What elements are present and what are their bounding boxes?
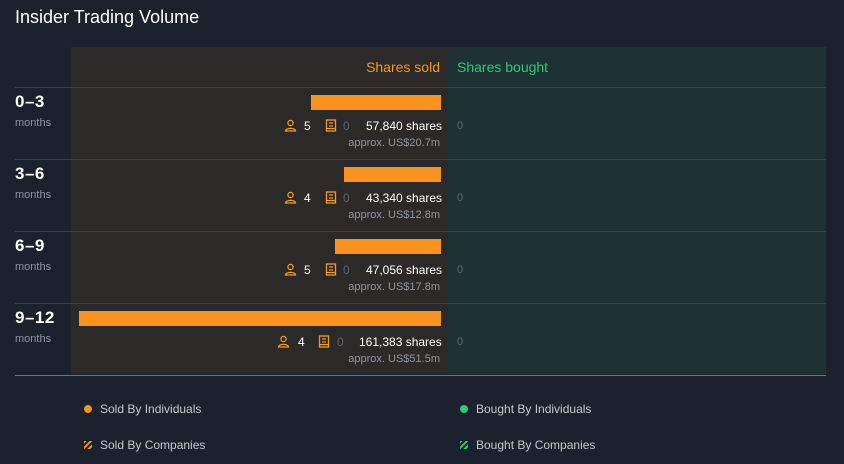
shares-sold-value: 57,840 shares xyxy=(366,119,443,133)
legend-label: Sold By Companies xyxy=(100,438,206,452)
building-icon xyxy=(325,263,338,276)
bought-individuals-dot-icon xyxy=(460,405,468,413)
period-unit: months xyxy=(15,117,52,129)
shares-sold-value: 161,383 shares xyxy=(359,335,442,349)
sold-companies-hatch-icon xyxy=(84,441,92,449)
row-divider xyxy=(15,303,826,304)
shares-bought-value: 0 xyxy=(457,192,464,204)
shares-bought-value: 0 xyxy=(457,120,464,132)
bought-companies-hatch-icon xyxy=(460,441,468,449)
period-unit: months xyxy=(15,261,52,273)
building-icon xyxy=(325,119,338,132)
individuals-count: 5 xyxy=(304,119,311,133)
person-icon xyxy=(284,191,297,204)
row-divider xyxy=(15,375,826,376)
companies-count: 0 xyxy=(343,119,350,133)
shares-bought-value: 0 xyxy=(457,336,464,348)
person-icon xyxy=(284,263,297,276)
period-label: 0–3 xyxy=(15,92,45,111)
approx-value: approx. US$17.8m xyxy=(348,281,440,293)
shares-sold-header: Shares sold xyxy=(366,59,440,75)
shares-bought-header: Shares bought xyxy=(457,59,549,75)
legend-sold-individuals[interactable]: Sold By Individuals xyxy=(84,402,201,416)
building-icon xyxy=(318,335,331,348)
individuals-count: 4 xyxy=(298,335,305,349)
legend-label: Sold By Individuals xyxy=(100,402,202,416)
person-icon xyxy=(277,335,290,348)
individuals-count: 5 xyxy=(304,263,311,277)
approx-value: approx. US$20.7m xyxy=(348,137,440,149)
row-divider xyxy=(15,159,826,160)
individuals-count: 4 xyxy=(304,191,311,205)
period-label: 3–6 xyxy=(15,164,45,183)
companies-count: 0 xyxy=(343,263,350,277)
bought-panel xyxy=(448,47,826,374)
period-unit: months xyxy=(15,189,52,201)
row-divider xyxy=(15,87,826,88)
period-label: 9–12 xyxy=(15,308,55,327)
approx-value: approx. US$51.5m xyxy=(348,353,440,365)
period-label: 6–9 xyxy=(15,236,45,255)
chart-title: Insider Trading Volume xyxy=(15,7,200,27)
legend-bought-companies[interactable]: Bought By Companies xyxy=(460,438,595,452)
sold-bar[interactable] xyxy=(344,167,441,182)
person-icon xyxy=(284,119,297,132)
legend-bought-individuals[interactable]: Bought By Individuals xyxy=(460,402,591,416)
companies-count: 0 xyxy=(337,335,344,349)
building-icon xyxy=(325,191,338,204)
legend-label: Bought By Companies xyxy=(476,438,596,452)
sold-individuals-dot-icon xyxy=(84,405,92,413)
sold-bar[interactable] xyxy=(335,239,441,254)
shares-sold-value: 43,340 shares xyxy=(366,191,443,205)
approx-value: approx. US$12.8m xyxy=(348,209,440,221)
legend-label: Bought By Individuals xyxy=(476,402,592,416)
period-unit: months xyxy=(15,333,52,345)
sold-bar[interactable] xyxy=(79,311,441,326)
row-divider xyxy=(15,231,826,232)
companies-count: 0 xyxy=(343,191,350,205)
shares-bought-value: 0 xyxy=(457,264,464,276)
sold-bar[interactable] xyxy=(311,95,441,110)
legend-sold-companies[interactable]: Sold By Companies xyxy=(84,438,205,452)
shares-sold-value: 47,056 shares xyxy=(366,263,443,277)
